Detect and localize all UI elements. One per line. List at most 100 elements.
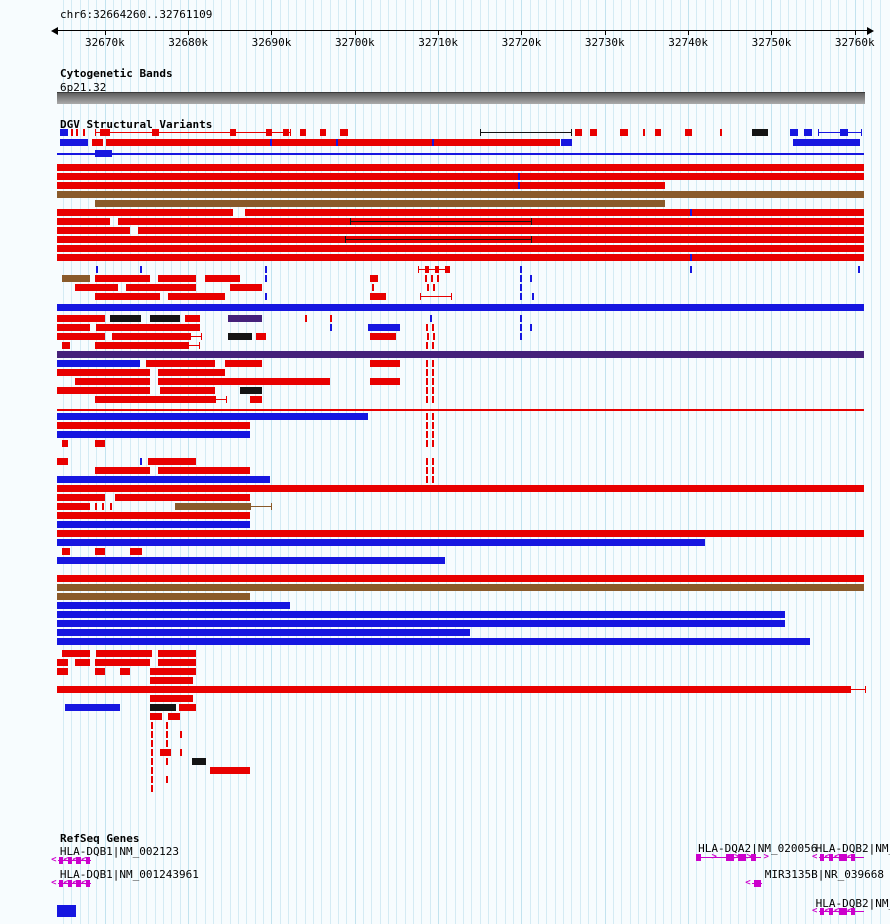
variant-segment[interactable] <box>150 785 153 792</box>
variant-segment[interactable] <box>529 275 532 282</box>
variant-segment[interactable] <box>560 139 573 146</box>
variant-segment[interactable] <box>57 304 864 311</box>
variant-segment[interactable] <box>62 548 70 555</box>
variant-segment[interactable] <box>839 129 849 136</box>
variant-segment[interactable] <box>425 324 428 331</box>
variant-segment[interactable] <box>432 396 435 403</box>
variant-segment[interactable] <box>265 129 273 136</box>
variant-segment[interactable] <box>94 293 160 300</box>
variant-segment[interactable] <box>249 396 263 403</box>
variant-segment[interactable] <box>158 378 330 385</box>
variant-segment[interactable] <box>57 905 77 917</box>
variant-segment[interactable] <box>299 129 307 136</box>
variant-segment[interactable] <box>158 650 196 657</box>
variant-segment[interactable] <box>57 209 234 216</box>
variant-segment[interactable] <box>150 776 153 783</box>
variant-segment[interactable] <box>425 413 428 420</box>
variant-segment[interactable] <box>689 266 692 273</box>
variant-segment[interactable] <box>434 266 439 273</box>
variant-segment[interactable] <box>57 494 105 501</box>
variant-segment[interactable] <box>752 129 769 136</box>
variant-segment[interactable] <box>229 129 237 136</box>
variant-segment[interactable] <box>112 333 190 340</box>
variant-segment[interactable] <box>519 284 522 291</box>
variant-segment[interactable] <box>425 431 428 438</box>
variant-segment[interactable] <box>159 749 172 756</box>
variant-segment[interactable] <box>619 129 629 136</box>
variant-segment[interactable] <box>432 387 435 394</box>
variant-segment[interactable] <box>432 324 435 331</box>
variant-segment[interactable] <box>174 503 250 510</box>
variant-segment[interactable] <box>57 686 850 693</box>
variant-segment[interactable] <box>57 387 150 394</box>
variant-segment[interactable] <box>70 129 73 136</box>
variant-segment[interactable] <box>94 275 150 282</box>
gene-exon[interactable] <box>85 857 90 864</box>
variant-segment[interactable] <box>57 485 864 492</box>
variant-segment[interactable] <box>76 129 79 136</box>
variant-segment[interactable] <box>149 315 180 322</box>
variant-segment[interactable] <box>149 695 194 702</box>
variant-segment[interactable] <box>94 659 150 666</box>
variant-segment[interactable] <box>166 740 169 747</box>
variant-segment[interactable] <box>57 191 864 198</box>
cytoband-bar[interactable] <box>57 92 865 104</box>
variant-segment[interactable] <box>114 494 250 501</box>
variant-segment[interactable] <box>57 369 150 376</box>
variant-segment[interactable] <box>589 129 598 136</box>
variant-segment[interactable] <box>57 602 290 609</box>
gene-line[interactable] <box>58 860 91 861</box>
variant-segment[interactable] <box>57 593 250 600</box>
variant-segment[interactable] <box>57 360 140 367</box>
variant-segment[interactable] <box>94 150 113 157</box>
variant-segment[interactable] <box>427 284 430 291</box>
variant-segment[interactable] <box>94 668 105 675</box>
variant-segment[interactable] <box>57 659 69 666</box>
variant-segment[interactable] <box>344 236 532 243</box>
gene-line[interactable] <box>58 883 91 884</box>
variant-segment[interactable] <box>224 360 263 367</box>
variant-segment[interactable] <box>432 369 435 376</box>
variant-segment[interactable] <box>94 548 105 555</box>
variant-segment[interactable] <box>92 139 104 146</box>
variant-segment[interactable] <box>432 431 435 438</box>
gene-exon[interactable] <box>725 854 734 861</box>
variant-segment[interactable] <box>57 539 705 546</box>
variant-segment[interactable] <box>433 284 436 291</box>
variant-segment[interactable] <box>62 440 69 447</box>
variant-segment[interactable] <box>432 413 435 420</box>
variant-segment[interactable] <box>150 740 153 747</box>
variant-segment[interactable] <box>64 704 120 711</box>
variant-segment[interactable] <box>519 293 522 300</box>
variant-segment[interactable] <box>425 369 428 376</box>
gene-exon[interactable] <box>68 857 73 864</box>
variant-segment[interactable] <box>264 275 267 282</box>
gene-exon[interactable] <box>753 880 761 887</box>
variant-segment[interactable] <box>519 315 522 322</box>
variant-segment[interactable] <box>425 467 428 474</box>
variant-segment[interactable] <box>424 266 429 273</box>
variant-segment[interactable] <box>148 458 196 465</box>
gene-exon[interactable] <box>828 854 834 861</box>
variant-segment[interactable] <box>283 129 289 136</box>
variant-segment[interactable] <box>166 776 169 783</box>
gene-exon[interactable] <box>838 908 848 915</box>
variant-segment[interactable] <box>425 342 428 349</box>
variant-segment[interactable] <box>95 324 200 331</box>
variant-segment[interactable] <box>95 650 153 657</box>
variant-segment[interactable] <box>158 467 250 474</box>
variant-segment[interactable] <box>57 351 864 358</box>
variant-segment[interactable] <box>139 458 142 465</box>
variant-segment[interactable] <box>178 704 196 711</box>
variant-segment[interactable] <box>425 458 428 465</box>
variant-segment[interactable] <box>57 254 864 261</box>
variant-segment[interactable] <box>244 209 864 216</box>
variant-segment[interactable] <box>109 315 142 322</box>
variant-segment[interactable] <box>57 638 810 645</box>
variant-segment[interactable] <box>269 139 272 146</box>
variant-segment[interactable] <box>432 342 435 349</box>
variant-segment[interactable] <box>149 704 176 711</box>
variant-segment[interactable] <box>145 360 215 367</box>
variant-segment[interactable] <box>425 476 428 483</box>
